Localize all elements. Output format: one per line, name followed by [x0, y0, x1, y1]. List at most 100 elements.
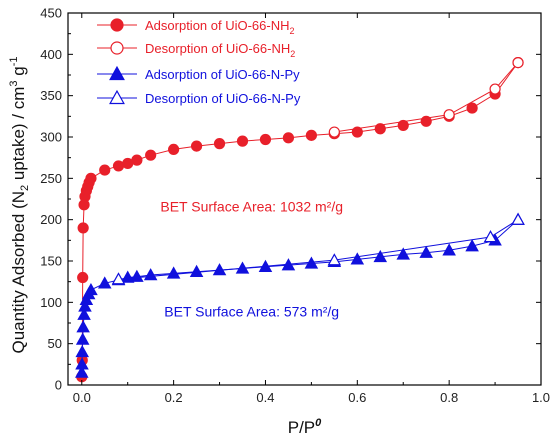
y-tick-label: 300 — [40, 130, 62, 145]
bet-annotation: BET Surface Area: 1032 m²/g — [160, 198, 343, 214]
y-axis-title-part: g — [9, 66, 28, 80]
data-point — [213, 138, 226, 150]
data-point — [350, 252, 365, 265]
data-point — [189, 264, 204, 277]
data-point — [168, 143, 180, 155]
legend-label: Desorption of UiO-66-NH2 — [145, 41, 295, 59]
y-tick-label: 100 — [40, 295, 62, 310]
chart-annotations: BET Surface Area: 1032 m²/g BET Surface A… — [160, 198, 343, 319]
x-axis-title-sup: 0 — [315, 417, 322, 429]
data-point — [282, 132, 295, 144]
legend-label-text: Desorption of UiO-66-NH — [145, 41, 290, 56]
series-0 — [76, 56, 524, 383]
data-point — [145, 149, 157, 161]
data-point — [75, 332, 90, 345]
data-point — [483, 230, 498, 243]
legend-label: Desorption of UiO-66-N-Py — [145, 91, 301, 106]
data-point — [328, 126, 340, 138]
series-line — [81, 62, 519, 377]
data-point — [120, 270, 135, 283]
series-line — [334, 62, 519, 133]
data-point — [111, 272, 126, 285]
data-point — [397, 119, 409, 132]
bet-annotation: BET Surface Area: 573 m²/g — [164, 303, 339, 319]
legend-marker — [110, 18, 124, 32]
y-axis-title-sup: -1 — [8, 56, 20, 66]
data-point — [131, 154, 143, 166]
data-point — [512, 56, 524, 69]
data-point — [77, 307, 91, 320]
x-tick-label: 0.4 — [256, 390, 274, 405]
data-point — [76, 320, 90, 333]
data-point — [374, 123, 386, 135]
legend-entry: Adsorption of UiO-66-N-Py — [97, 65, 300, 82]
x-tick-label: 0.2 — [165, 390, 183, 405]
data-point — [130, 269, 144, 282]
y-tick-label: 50 — [48, 336, 62, 351]
y-tick-label: 250 — [40, 171, 62, 186]
legend-label: Adsorption of UiO-66-N-Py — [145, 67, 300, 82]
y-axis-title-sub: 2 — [19, 185, 31, 191]
series-2 — [75, 212, 525, 378]
series-line — [118, 219, 519, 280]
data-point — [78, 299, 92, 312]
y-axis-title-part: uptake) / cm — [9, 87, 28, 185]
data-point — [511, 212, 525, 225]
x-axis-title-main: P/P — [288, 418, 315, 437]
data-point — [75, 344, 90, 358]
data-point — [465, 239, 479, 252]
data-point — [351, 126, 363, 138]
data-point — [442, 243, 456, 256]
series-3 — [111, 212, 525, 285]
y-axis-title-part: Quantity Adsorbed (N — [9, 191, 28, 354]
data-point — [75, 365, 89, 378]
y-axis-title: Quantity Adsorbed (N2 uptake) / cm3 g-1 — [8, 56, 31, 353]
data-point — [75, 357, 89, 370]
x-tick-label: 0.8 — [440, 390, 458, 405]
x-tick-label: 1.0 — [532, 390, 550, 405]
data-point — [259, 133, 272, 146]
data-point — [443, 109, 455, 121]
data-point — [84, 282, 98, 296]
data-point — [190, 140, 203, 152]
y-tick-label: 0 — [55, 378, 62, 393]
data-point — [419, 245, 433, 258]
data-point — [99, 164, 111, 176]
legend-entry: Desorption of UiO-66-NH2 — [97, 41, 295, 59]
data-point — [77, 222, 89, 234]
legend-label-subscript: 2 — [290, 49, 295, 59]
y-axis-title-sup: 3 — [8, 80, 20, 86]
legend-marker — [110, 41, 124, 55]
legend-entry: Desorption of UiO-66-N-Py — [97, 89, 301, 106]
data-point — [236, 135, 249, 147]
data-point — [327, 253, 342, 266]
y-tick-label: 400 — [40, 47, 62, 62]
series-1 — [328, 56, 524, 138]
legend-label: Adsorption of UiO-66-NH2 — [145, 18, 295, 36]
legend-entry: Adsorption of UiO-66-NH2 — [97, 18, 295, 36]
data-point — [305, 129, 317, 141]
data-point — [466, 102, 478, 114]
x-axis-title: P/P0 — [288, 417, 322, 437]
y-tick-label: 450 — [40, 6, 62, 21]
legend-label-text: Adsorption of UiO-66-NH — [145, 18, 290, 33]
legend-label-text: Desorption of UiO-66-N-Py — [145, 91, 301, 106]
chart-marks — [75, 56, 525, 383]
data-point — [166, 266, 181, 279]
y-tick-label: 350 — [40, 88, 62, 103]
data-point — [489, 83, 501, 95]
data-point — [79, 292, 94, 306]
data-point — [122, 157, 134, 170]
data-point — [212, 263, 227, 276]
data-point — [77, 271, 89, 284]
data-point — [85, 172, 97, 184]
legend-label-text: Adsorption of UiO-66-N-Py — [145, 67, 300, 82]
chart-axes: 0.0 0.2 0.4 0.6 0.8 1.0 0 50 100 150 200 250 300 350 4… — [40, 6, 550, 406]
data-point — [396, 247, 411, 260]
data-point — [112, 160, 125, 172]
y-tick-label: 200 — [40, 212, 62, 227]
y-tick-label: 150 — [40, 254, 62, 269]
x-tick-label: 0.6 — [348, 390, 366, 405]
